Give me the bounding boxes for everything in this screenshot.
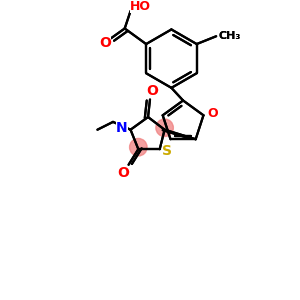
Text: S: S — [161, 144, 172, 158]
Text: O: O — [146, 84, 158, 98]
Text: O: O — [117, 166, 129, 179]
Circle shape — [156, 119, 173, 136]
Text: S: S — [161, 144, 172, 158]
Text: O: O — [99, 36, 111, 50]
Text: O: O — [117, 166, 129, 179]
Text: O: O — [99, 36, 111, 50]
Text: O: O — [207, 107, 217, 120]
Text: CH₃: CH₃ — [218, 31, 240, 41]
Text: N: N — [116, 121, 128, 135]
Text: HO: HO — [130, 0, 151, 13]
Text: N: N — [116, 121, 128, 135]
Text: HO: HO — [130, 0, 151, 13]
Text: O: O — [207, 107, 217, 120]
Text: CH₃: CH₃ — [218, 31, 240, 41]
Text: O: O — [146, 84, 158, 98]
Circle shape — [130, 138, 147, 156]
